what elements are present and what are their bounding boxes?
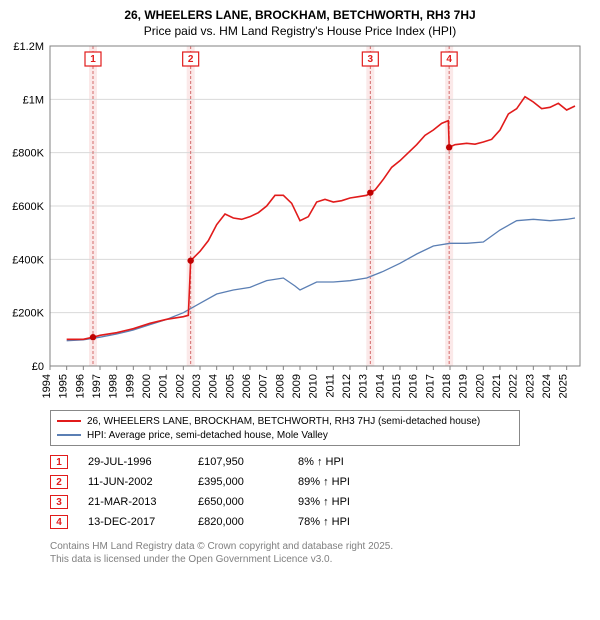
svg-text:4: 4 (446, 54, 452, 65)
svg-text:2001: 2001 (158, 374, 170, 398)
row-price: £107,950 (198, 456, 298, 468)
legend-swatch (57, 434, 81, 436)
svg-text:2005: 2005 (224, 374, 236, 398)
svg-text:2004: 2004 (208, 374, 220, 398)
legend-label: HPI: Average price, semi-detached house,… (87, 430, 328, 441)
table-row: 3 21-MAR-2013£650,00093% ↑ HPI (50, 492, 378, 512)
legend: 26, WHEELERS LANE, BROCKHAM, BETCHWORTH,… (50, 410, 520, 446)
transaction-dot (446, 144, 452, 150)
up-arrow-icon: ↑ (323, 476, 329, 488)
legend-label: 26, WHEELERS LANE, BROCKHAM, BETCHWORTH,… (87, 416, 480, 427)
svg-text:2002: 2002 (174, 374, 186, 398)
transactions-table: 1 29-JUL-1996£107,9508% ↑ HPI 2 11-JUN-2002… (50, 452, 378, 532)
svg-text:1994: 1994 (41, 374, 53, 398)
svg-text:3: 3 (368, 54, 374, 65)
legend-row: HPI: Average price, semi-detached house,… (57, 428, 513, 442)
svg-text:2000: 2000 (141, 374, 153, 398)
row-pct: 78% ↑ HPI (298, 516, 378, 528)
chart-container: 26, WHEELERS LANE, BROCKHAM, BETCHWORTH,… (0, 0, 600, 620)
row-marker: 2 (50, 475, 68, 489)
up-arrow-icon: ↑ (317, 456, 323, 468)
up-arrow-icon: ↑ (323, 516, 329, 528)
up-arrow-icon: ↑ (323, 496, 329, 508)
svg-text:2010: 2010 (308, 374, 320, 398)
svg-text:2012: 2012 (341, 374, 353, 398)
row-marker: 4 (50, 515, 68, 529)
row-price: £820,000 (198, 516, 298, 528)
svg-text:£0: £0 (32, 361, 44, 373)
svg-text:2009: 2009 (291, 374, 303, 398)
svg-text:2023: 2023 (524, 374, 536, 398)
row-pct: 8% ↑ HPI (298, 456, 378, 468)
footer-line-2: This data is licensed under the Open Gov… (50, 553, 393, 566)
svg-text:£200K: £200K (12, 308, 44, 320)
svg-text:2019: 2019 (458, 374, 470, 398)
svg-text:£1M: £1M (23, 94, 44, 106)
svg-text:2016: 2016 (408, 374, 420, 398)
svg-text:1999: 1999 (124, 374, 136, 398)
svg-text:1996: 1996 (74, 374, 86, 398)
svg-text:£1.2M: £1.2M (13, 41, 44, 53)
svg-text:1995: 1995 (58, 374, 70, 398)
svg-text:1998: 1998 (108, 374, 120, 398)
row-price: £650,000 (198, 496, 298, 508)
row-date: 29-JUL-1996 (88, 456, 198, 468)
row-marker: 1 (50, 455, 68, 469)
svg-text:2008: 2008 (274, 374, 286, 398)
row-date: 13-DEC-2017 (88, 516, 198, 528)
svg-text:2014: 2014 (374, 374, 386, 398)
svg-text:2020: 2020 (474, 374, 486, 398)
table-row: 1 29-JUL-1996£107,9508% ↑ HPI (50, 452, 378, 472)
svg-text:2025: 2025 (558, 374, 570, 398)
table-row: 4 13-DEC-2017£820,00078% ↑ HPI (50, 512, 378, 532)
svg-text:2006: 2006 (241, 374, 253, 398)
row-pct: 93% ↑ HPI (298, 496, 378, 508)
svg-text:2011: 2011 (324, 374, 336, 398)
price-line (67, 97, 575, 340)
row-marker: 3 (50, 495, 68, 509)
row-pct: 89% ↑ HPI (298, 476, 378, 488)
transaction-dot (90, 334, 96, 340)
svg-text:2018: 2018 (441, 374, 453, 398)
svg-text:1: 1 (90, 54, 96, 65)
transaction-dot (367, 189, 373, 195)
svg-text:2013: 2013 (358, 374, 370, 398)
svg-text:2: 2 (188, 54, 194, 65)
svg-text:2015: 2015 (391, 374, 403, 398)
row-date: 21-MAR-2013 (88, 496, 198, 508)
legend-swatch (57, 420, 81, 422)
hpi-line (67, 218, 575, 341)
table-row: 2 11-JUN-2002£395,00089% ↑ HPI (50, 472, 378, 492)
svg-text:£800K: £800K (12, 148, 44, 160)
svg-text:2017: 2017 (424, 374, 436, 398)
legend-row: 26, WHEELERS LANE, BROCKHAM, BETCHWORTH,… (57, 414, 513, 428)
line-chart: £0 £200K £400K £600K £800K £1M £1.2M 1994 1995 19… (0, 0, 600, 402)
footer-line-1: Contains HM Land Registry data © Crown c… (50, 540, 393, 553)
row-price: £395,000 (198, 476, 298, 488)
svg-text:1997: 1997 (91, 374, 103, 398)
transaction-dot (187, 257, 193, 263)
footer-attribution: Contains HM Land Registry data © Crown c… (50, 540, 393, 566)
svg-text:£400K: £400K (12, 254, 44, 266)
svg-text:2007: 2007 (258, 374, 270, 398)
row-date: 11-JUN-2002 (88, 476, 198, 488)
svg-text:2021: 2021 (491, 374, 503, 398)
svg-text:£600K: £600K (12, 201, 44, 213)
svg-text:2022: 2022 (508, 374, 520, 398)
svg-text:2003: 2003 (191, 374, 203, 398)
svg-text:2024: 2024 (541, 374, 553, 398)
